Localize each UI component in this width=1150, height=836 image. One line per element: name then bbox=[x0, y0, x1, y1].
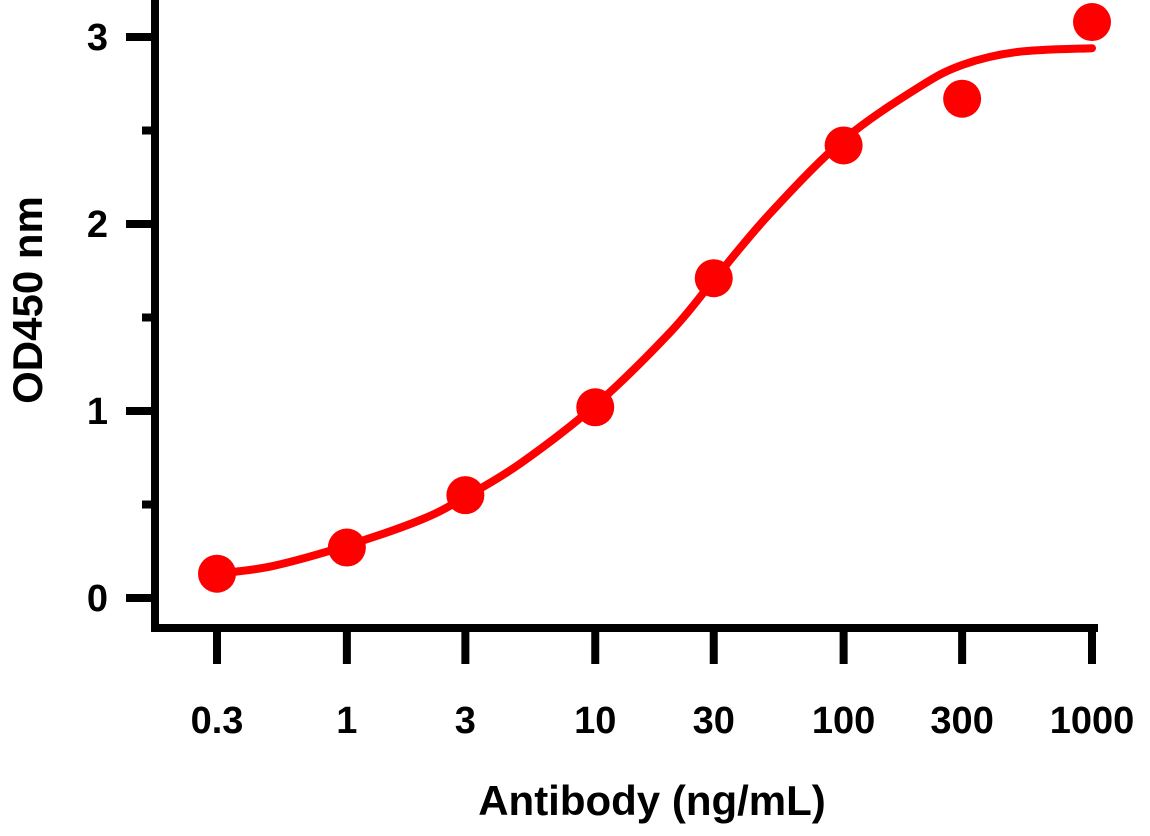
x-tick-label-1: 1 bbox=[336, 700, 357, 742]
x-axis-title: Antibody (ng/mL) bbox=[478, 777, 826, 824]
data-point-7 bbox=[1073, 3, 1111, 42]
x-tick-label-7: 1000 bbox=[1050, 700, 1135, 742]
y-tick-label-3: 3 bbox=[87, 17, 108, 59]
data-point-3 bbox=[576, 388, 615, 427]
x-tick-label-0: 0.3 bbox=[191, 700, 244, 742]
y-tick-label-0: 0 bbox=[87, 578, 108, 620]
data-point-2 bbox=[446, 476, 485, 515]
data-point-0 bbox=[198, 554, 236, 593]
y-ticks: 0 1 2 3 bbox=[87, 17, 155, 620]
y-tick-label-1: 1 bbox=[87, 391, 108, 433]
x-tick-label-3: 10 bbox=[574, 700, 616, 742]
x-tick-label-5: 100 bbox=[812, 700, 875, 742]
data-point-1 bbox=[327, 528, 366, 567]
x-ticks: 0.3 1 3 10 30 100 300 1000 bbox=[191, 628, 1135, 742]
fit-curve bbox=[213, 44, 1096, 578]
fit-curve-group bbox=[213, 44, 1096, 578]
data-points bbox=[198, 3, 1111, 593]
x-tick-label-2: 3 bbox=[455, 700, 476, 742]
y-tick-label-2: 2 bbox=[87, 204, 108, 246]
data-point-6 bbox=[943, 79, 982, 118]
y-axis-title: OD450 nm bbox=[4, 196, 51, 404]
x-tick-label-6: 300 bbox=[930, 700, 993, 742]
data-point-4 bbox=[694, 259, 733, 298]
x-tick-label-4: 30 bbox=[693, 700, 735, 742]
data-point-5 bbox=[824, 126, 863, 165]
